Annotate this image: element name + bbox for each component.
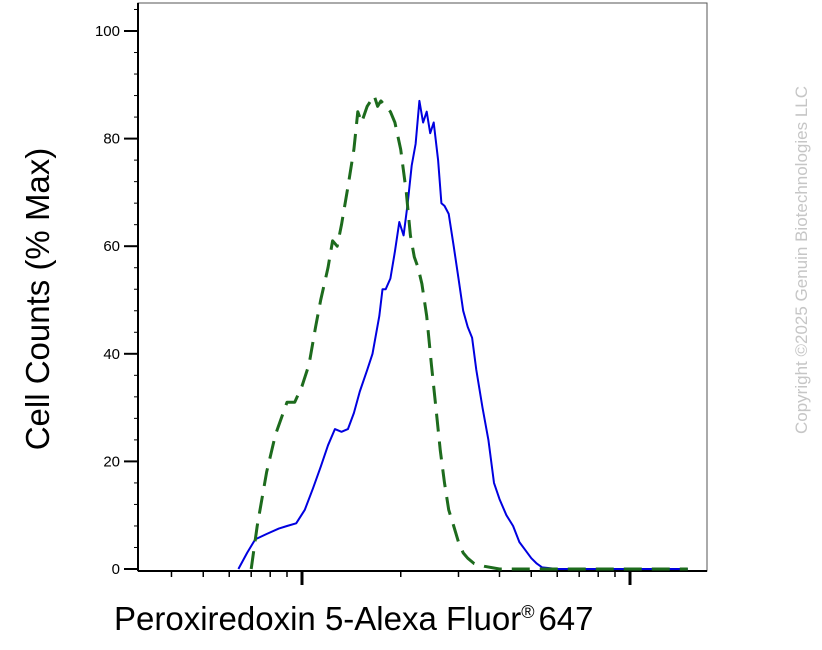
y-axis-label: Cell Counts (% Max) [19,147,56,451]
y-axis-ticks: 0 20 40 60 80 100 [95,8,138,578]
series-line-1 [237,99,688,570]
y-tick-label: 0 [112,561,120,578]
y-tick-label: 100 [95,23,120,40]
y-tick-label: 60 [103,238,120,255]
copyright-watermark: Copyright ©2025 Genuin Biotechnologies L… [792,85,811,435]
series-group [237,94,688,571]
x-axis-label-tail: 647 [538,600,594,637]
registered-mark: ® [521,602,535,622]
x-axis-label-main: Peroxiredoxin 5-Alexa Fluor [114,600,522,637]
x-axis-ticks [170,571,632,585]
x-axis-label: Peroxiredoxin 5-Alexa Fluor® 647 [114,600,594,638]
axes [137,2,708,572]
y-tick-label: 80 [103,131,120,148]
y-tick-label: 40 [103,346,120,363]
series-line-2 [249,94,688,571]
y-tick-label: 20 [103,453,120,470]
